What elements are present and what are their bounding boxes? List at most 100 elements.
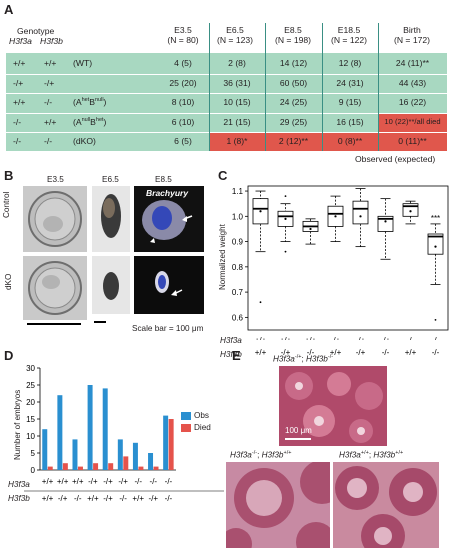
row4-cell-e85: 29 (25) — [279, 117, 308, 127]
col-stage: E18.5 — [337, 25, 361, 35]
row1-cell-birth: 24 (11)** — [395, 58, 430, 68]
bar-died — [123, 456, 129, 470]
row5-cell-e35: 6 (5) — [174, 136, 192, 146]
bar-died — [153, 466, 159, 470]
row-divider — [6, 93, 447, 94]
box-outlier — [259, 301, 262, 304]
row2-genotype-a: -/+ — [13, 78, 24, 88]
row4-genotype-a: -/- — [13, 117, 22, 127]
row3-cell-e35: 8 (10) — [171, 97, 195, 107]
col-n: (N = 172) — [393, 35, 431, 45]
row3-label: (AhetBnull) — [73, 97, 107, 107]
bar-died — [168, 419, 174, 470]
panel-d-h3f3b-label: H3f3b — [8, 494, 30, 503]
x-label-h3f3a: +/+ — [305, 336, 317, 340]
row5-cell-e185: 0 (8)** — [337, 136, 363, 146]
x-label-h3f3b: -/+ — [103, 494, 113, 503]
box-mean — [384, 220, 387, 223]
x-label-h3f3a: -/- — [165, 477, 173, 486]
bar-obs — [72, 439, 78, 470]
boxplot-xlabels-b: +/+ -/+ -/- +/+ -/+ -/- +/+ -/- — [255, 348, 440, 357]
histology-label-right: H3f3a+/+; H3f3b+/+ — [339, 450, 404, 460]
row2-genotype-b: -/+ — [44, 78, 55, 88]
plot-frame — [247, 185, 449, 331]
panel-c-h3f3a-label: H3f3a — [220, 336, 242, 345]
x-label-h3f3b: +/+ — [405, 348, 417, 357]
red-cell-row5-e65 — [209, 132, 447, 151]
x-label-h3f3b: -/+ — [149, 494, 159, 503]
y-tick-label: 15 — [26, 415, 35, 424]
y-tick-label: 30 — [26, 364, 35, 373]
x-label-h3f3a: -/+ — [356, 336, 366, 340]
x-label-h3f3a: -/- — [432, 336, 440, 340]
row-label-control: Control — [2, 191, 11, 218]
col-header-birth: Birth (N = 172) — [378, 25, 446, 45]
x-label-h3f3b: -/- — [382, 348, 390, 357]
bar-died — [47, 466, 53, 470]
blastocyst-drawing — [28, 191, 82, 247]
bar-died — [138, 466, 144, 470]
box-mean — [359, 215, 362, 218]
boxplot-chart: 0.6 0.7 0.8 0.9 1.0 1.1 +/+ +/+ +/+ -/+ -/+ -/+ -/- -… — [232, 185, 449, 340]
bar-died — [93, 463, 99, 470]
x-label-h3f3b: -/+ — [356, 348, 366, 357]
col-stage: Birth — [403, 25, 421, 35]
legend-obs-label: Obs — [194, 411, 210, 420]
histology-label-left-gene: H3f3a — [230, 450, 252, 460]
row3-cell-e65: 10 (15) — [223, 97, 251, 107]
row3-genotype-a: +/+ — [13, 97, 26, 107]
panel-b-letter: B — [4, 168, 14, 183]
embryo-drawing — [101, 194, 121, 238]
box-body — [377, 215, 394, 232]
brachyury-embryo-drawing — [155, 271, 183, 296]
row5-cell-birth: 0 (11)** — [398, 136, 427, 146]
y-tick-label: 20 — [26, 398, 35, 407]
histology-label-top: H3f3a-/+; H3f3b-/- — [273, 354, 334, 364]
row5-cell-e85: 2 (12)** — [278, 136, 309, 146]
bar-obs — [42, 429, 48, 470]
row5-genotype-a: -/- — [13, 136, 22, 146]
row3-label-prefix: (A — [73, 97, 82, 107]
y-tick-label: 5 — [31, 449, 36, 458]
significance-label: *** — [431, 214, 440, 223]
scale-bar — [94, 321, 106, 323]
histology-scale-bar — [285, 438, 311, 440]
x-label-h3f3a: +/+ — [72, 477, 84, 486]
col-stage: E8.5 — [284, 25, 302, 35]
col-header-e65: E6.5 (N = 123) — [209, 25, 261, 45]
panel-a-letter: A — [4, 2, 14, 17]
col-n: (N = 198) — [274, 35, 312, 45]
row5-genotype-b: -/- — [44, 136, 53, 146]
row2-cell-e35: 25 (20) — [169, 78, 197, 88]
x-label-h3f3b: +/+ — [132, 494, 144, 503]
x-label-h3f3b: -/- — [432, 348, 440, 357]
row-divider — [6, 74, 447, 75]
col-divider — [209, 23, 210, 151]
row-label-dko: dKO — [4, 273, 13, 290]
x-label-h3f3b: -/- — [307, 348, 315, 357]
legend-obs-swatch — [181, 412, 191, 420]
x-label-h3f3b: -/- — [74, 494, 82, 503]
stage-label-e35: E3.5 — [47, 175, 64, 184]
row-divider — [6, 132, 447, 133]
panel-d-ylabel: Number of embryos — [13, 389, 22, 460]
histology-texture — [335, 466, 437, 548]
col-n: (N = 80) — [167, 35, 199, 45]
row1-genotype-a: +/+ — [13, 58, 26, 68]
legend-died-swatch — [181, 424, 191, 432]
red-cell-row4-birth — [378, 113, 447, 132]
h3f3a-header: H3f3a — [9, 36, 32, 46]
x-label-h3f3b: +/+ — [42, 494, 54, 503]
x-label-h3f3a: -/+ — [103, 477, 113, 486]
box-mean — [309, 227, 312, 231]
panel-c-h3f3b-label: H3f3b — [220, 350, 242, 359]
row3-cell-birth: 16 (22) — [398, 97, 427, 107]
x-label-h3f3a: +/+ — [57, 477, 69, 486]
y-tick-label: 1.1 — [232, 187, 244, 196]
y-tick-label: 25 — [26, 381, 35, 390]
table-footnote: Observed (expected) — [355, 154, 436, 164]
x-label-h3f3b: -/- — [165, 494, 173, 503]
bar-obs — [87, 385, 93, 470]
row5-label: (dKO) — [73, 136, 96, 146]
x-label-h3f3a: +/+ — [280, 336, 292, 340]
